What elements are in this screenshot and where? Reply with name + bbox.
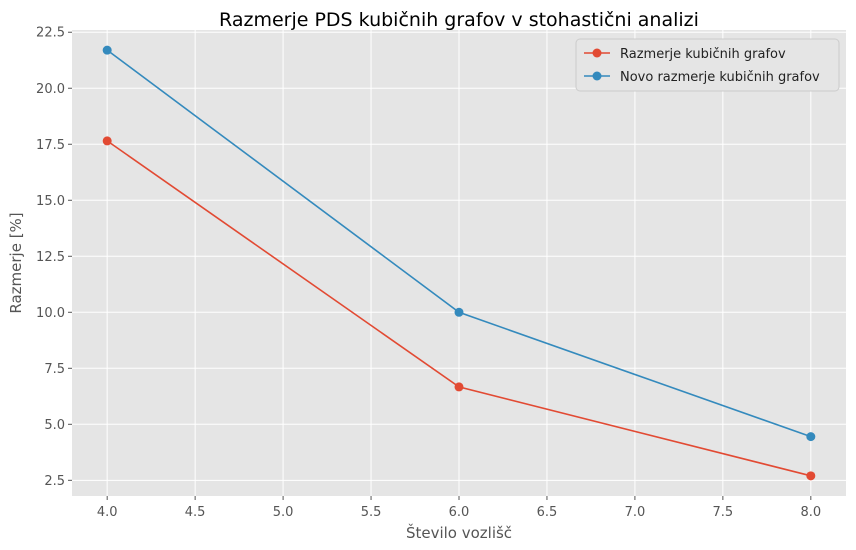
x-tick-label: 7.5 (713, 505, 734, 520)
y-tick-label: 7.5 (44, 362, 65, 377)
grid (72, 30, 846, 496)
y-tick-label: 10.0 (36, 306, 65, 321)
y-tick-label: 2.5 (44, 474, 65, 489)
x-tick-label: 6.0 (449, 505, 470, 520)
data-point-1-2 (806, 432, 816, 442)
y-tick-label: 17.5 (36, 138, 65, 153)
y-axis-label: Razmerje [%] (7, 212, 25, 313)
x-tick-label: 4.5 (185, 505, 206, 520)
data-point-0-1 (454, 382, 464, 392)
x-tick-label: 8.0 (800, 505, 821, 520)
y-tick-label: 15.0 (36, 194, 65, 209)
y-tick-label: 22.5 (36, 26, 65, 41)
x-tick-label: 6.5 (537, 505, 558, 520)
legend-marker-0 (592, 48, 602, 58)
data-point-0-2 (806, 471, 816, 481)
legend-label-1: Novo razmerje kubičnih grafov (620, 70, 820, 85)
legend-marker-1 (592, 71, 602, 81)
legend: Razmerje kubičnih grafov Novo razmerje k… (575, 38, 840, 92)
y-tick-label: 12.5 (36, 250, 65, 265)
x-axis-label: Število vozlišč (406, 523, 512, 542)
x-tick-label: 7.0 (625, 505, 646, 520)
chart-title: Razmerje PDS kubičnih grafov v stohastič… (219, 9, 699, 31)
legend-label-0: Razmerje kubičnih grafov (620, 47, 786, 62)
legend-box (575, 38, 840, 92)
x-tick-label: 4.0 (97, 505, 118, 520)
x-ticks: 4.0 4.5 5.0 5.5 6.0 6.5 7.0 7.5 8.0 (97, 496, 821, 520)
data-point-0-0 (102, 136, 112, 146)
series-lines (102, 45, 816, 481)
y-tick-label: 5.0 (44, 418, 65, 433)
x-tick-label: 5.5 (361, 505, 382, 520)
y-ticks: 2.5 5.0 7.5 10.0 12.5 15.0 17.5 20.0 22.5 (36, 26, 72, 489)
data-point-1-0 (102, 45, 112, 55)
y-tick-label: 20.0 (36, 82, 65, 97)
data-point-1-1 (454, 307, 464, 317)
x-tick-label: 5.0 (273, 505, 294, 520)
